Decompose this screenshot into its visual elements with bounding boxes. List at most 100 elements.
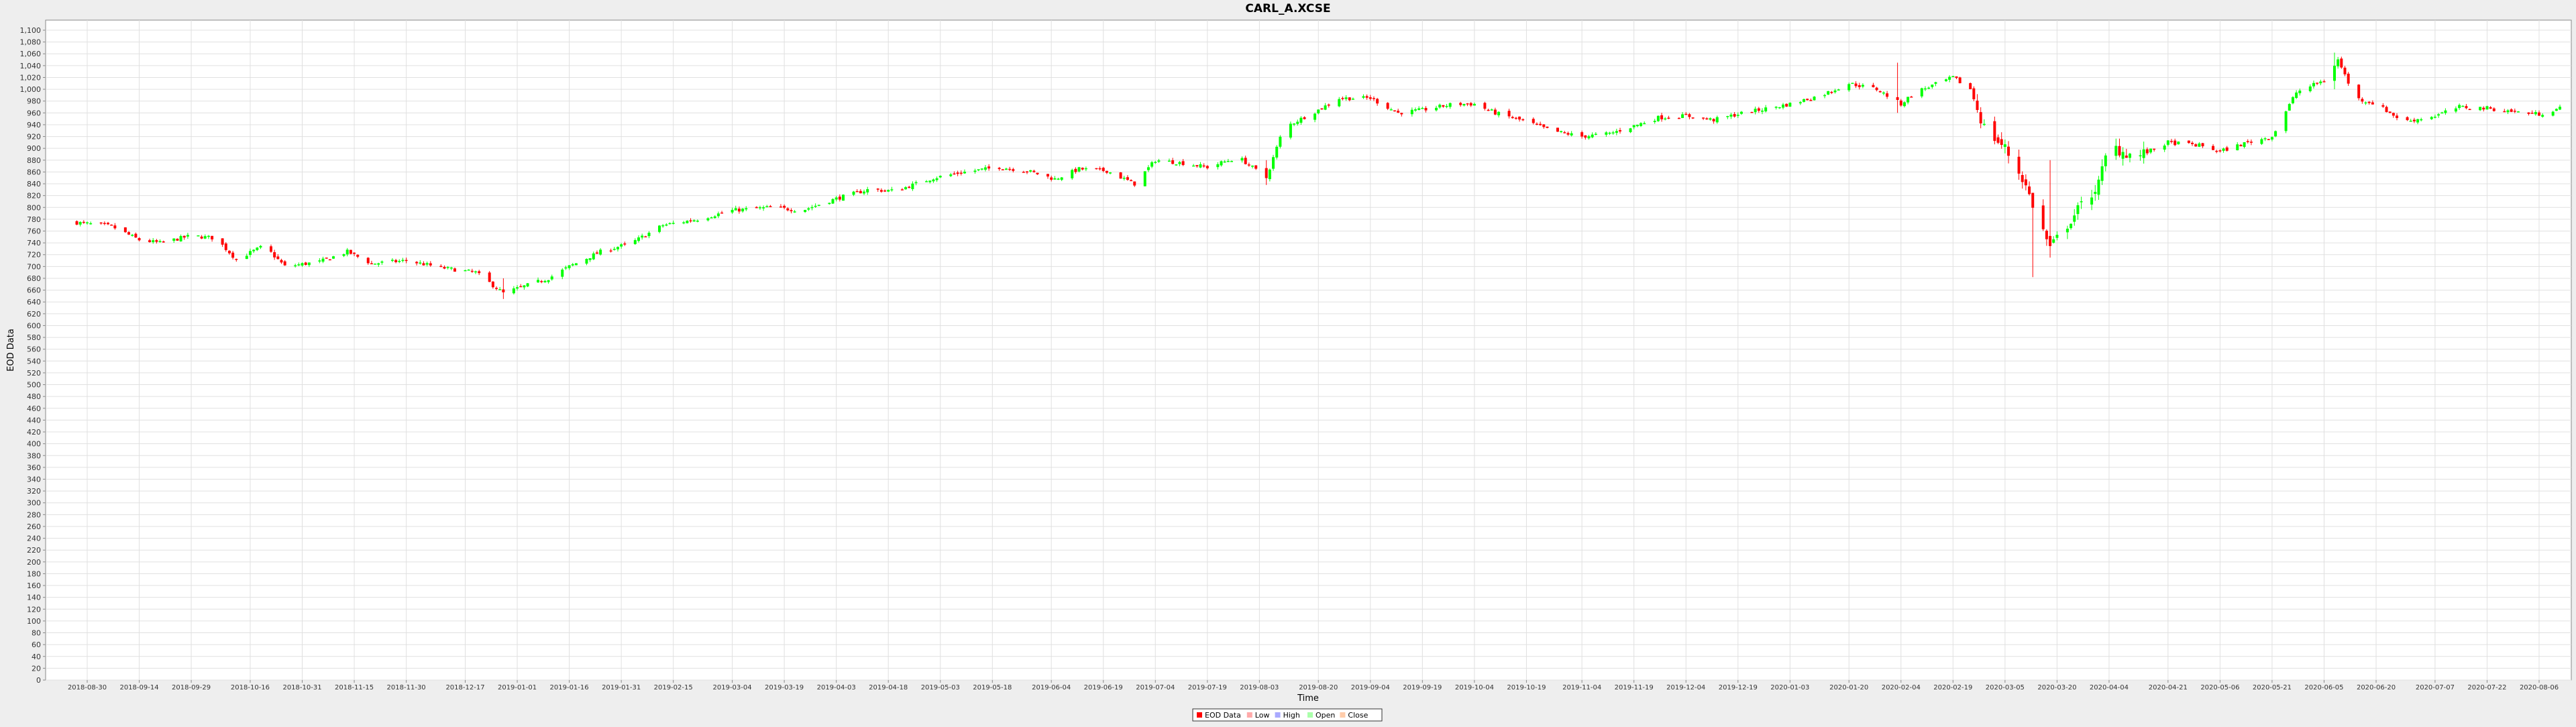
candle [328,259,331,261]
candle [2114,138,2118,160]
candle [280,258,283,264]
candle-body [720,212,724,214]
candle-body [731,209,734,213]
candle-body [2065,228,2069,233]
candle-body [1032,170,1036,172]
y-tick-label: 440 [27,416,41,425]
candle-body [2295,92,2298,99]
candle [148,238,152,243]
candle-body [716,213,720,217]
candle-body [706,218,710,221]
candle [107,221,110,225]
candle [1902,101,1906,108]
candle [1632,125,1635,129]
candle [1715,115,1719,124]
candle-body [1414,109,1417,111]
candle [2225,146,2229,152]
x-tick-label: 2019-05-03 [921,684,960,691]
candle [1071,168,1074,180]
y-axis-label: EOD Data [6,329,16,372]
candle [2080,197,2083,209]
candle [2024,174,2027,190]
candle [1032,170,1036,173]
candle-body [294,265,297,267]
candle-body [2274,131,2277,137]
candle [1514,117,1517,120]
candle [2215,150,2218,154]
candle-body [1081,168,1084,170]
candle-body [1205,166,1209,168]
candle-body [1400,113,1403,115]
candle [1951,76,1955,77]
candle-body [765,206,769,208]
candle-body [200,236,203,239]
candle-body [1178,162,1181,164]
candle-body [1424,107,1428,111]
candle [731,207,734,214]
candle [1171,158,1175,165]
candle-body [172,238,176,241]
candle [710,217,713,219]
candle [318,258,321,264]
candle [1175,164,1178,166]
x-tick-label: 2020-04-21 [2149,684,2188,691]
candle [519,284,523,288]
candle-body [2322,81,2326,82]
candle-body [152,240,155,243]
candle-body [866,189,869,192]
candle-body [134,233,138,238]
candle-body [810,207,814,209]
candle-body [1854,83,1858,87]
candle-body [831,199,835,204]
candle [793,209,796,213]
candle-body [963,172,966,174]
candle [758,205,761,210]
candle [182,235,186,240]
candle-body [599,249,602,255]
candle-body [2263,138,2267,139]
candle-body [2371,102,2374,105]
candle [2142,142,2145,164]
candle [1750,111,1754,113]
candle [1920,87,1923,99]
candle-body [321,258,325,262]
candle [987,164,991,171]
candle [172,238,176,243]
candle [127,231,131,235]
candle-body [2406,117,2409,121]
x-tick-label: 2019-06-04 [1032,684,1071,691]
candle-body [75,221,78,225]
candle-body [2361,99,2364,102]
y-tick-label: 200 [27,558,41,567]
candle [2437,113,2440,118]
candle-body [1448,103,1452,107]
candle-body [176,238,179,241]
candle [1833,89,1837,94]
candle-body [1656,115,1660,121]
candle-body [155,240,158,242]
candle [2396,113,2399,121]
candle [1022,170,1025,173]
candle [221,238,224,247]
candle-body [904,187,908,190]
candle [2409,119,2412,122]
candle-body [1008,168,1012,170]
candle-body [1958,77,1962,84]
candle [2298,89,2302,96]
candle-body [1493,109,1497,115]
candle-body [1899,100,1902,106]
candle [134,232,138,238]
candle-body [585,259,588,264]
candle-body [1785,103,1788,107]
candle [2041,199,2045,231]
candle-body [2187,140,2190,144]
candle [908,185,911,188]
candle-body [2308,86,2312,91]
candle [495,286,498,291]
candle-body [280,260,283,263]
candle [689,218,692,223]
y-tick-label: 600 [27,321,41,330]
candle-body [842,194,845,201]
candle-body [547,280,550,282]
candle [1664,117,1667,121]
